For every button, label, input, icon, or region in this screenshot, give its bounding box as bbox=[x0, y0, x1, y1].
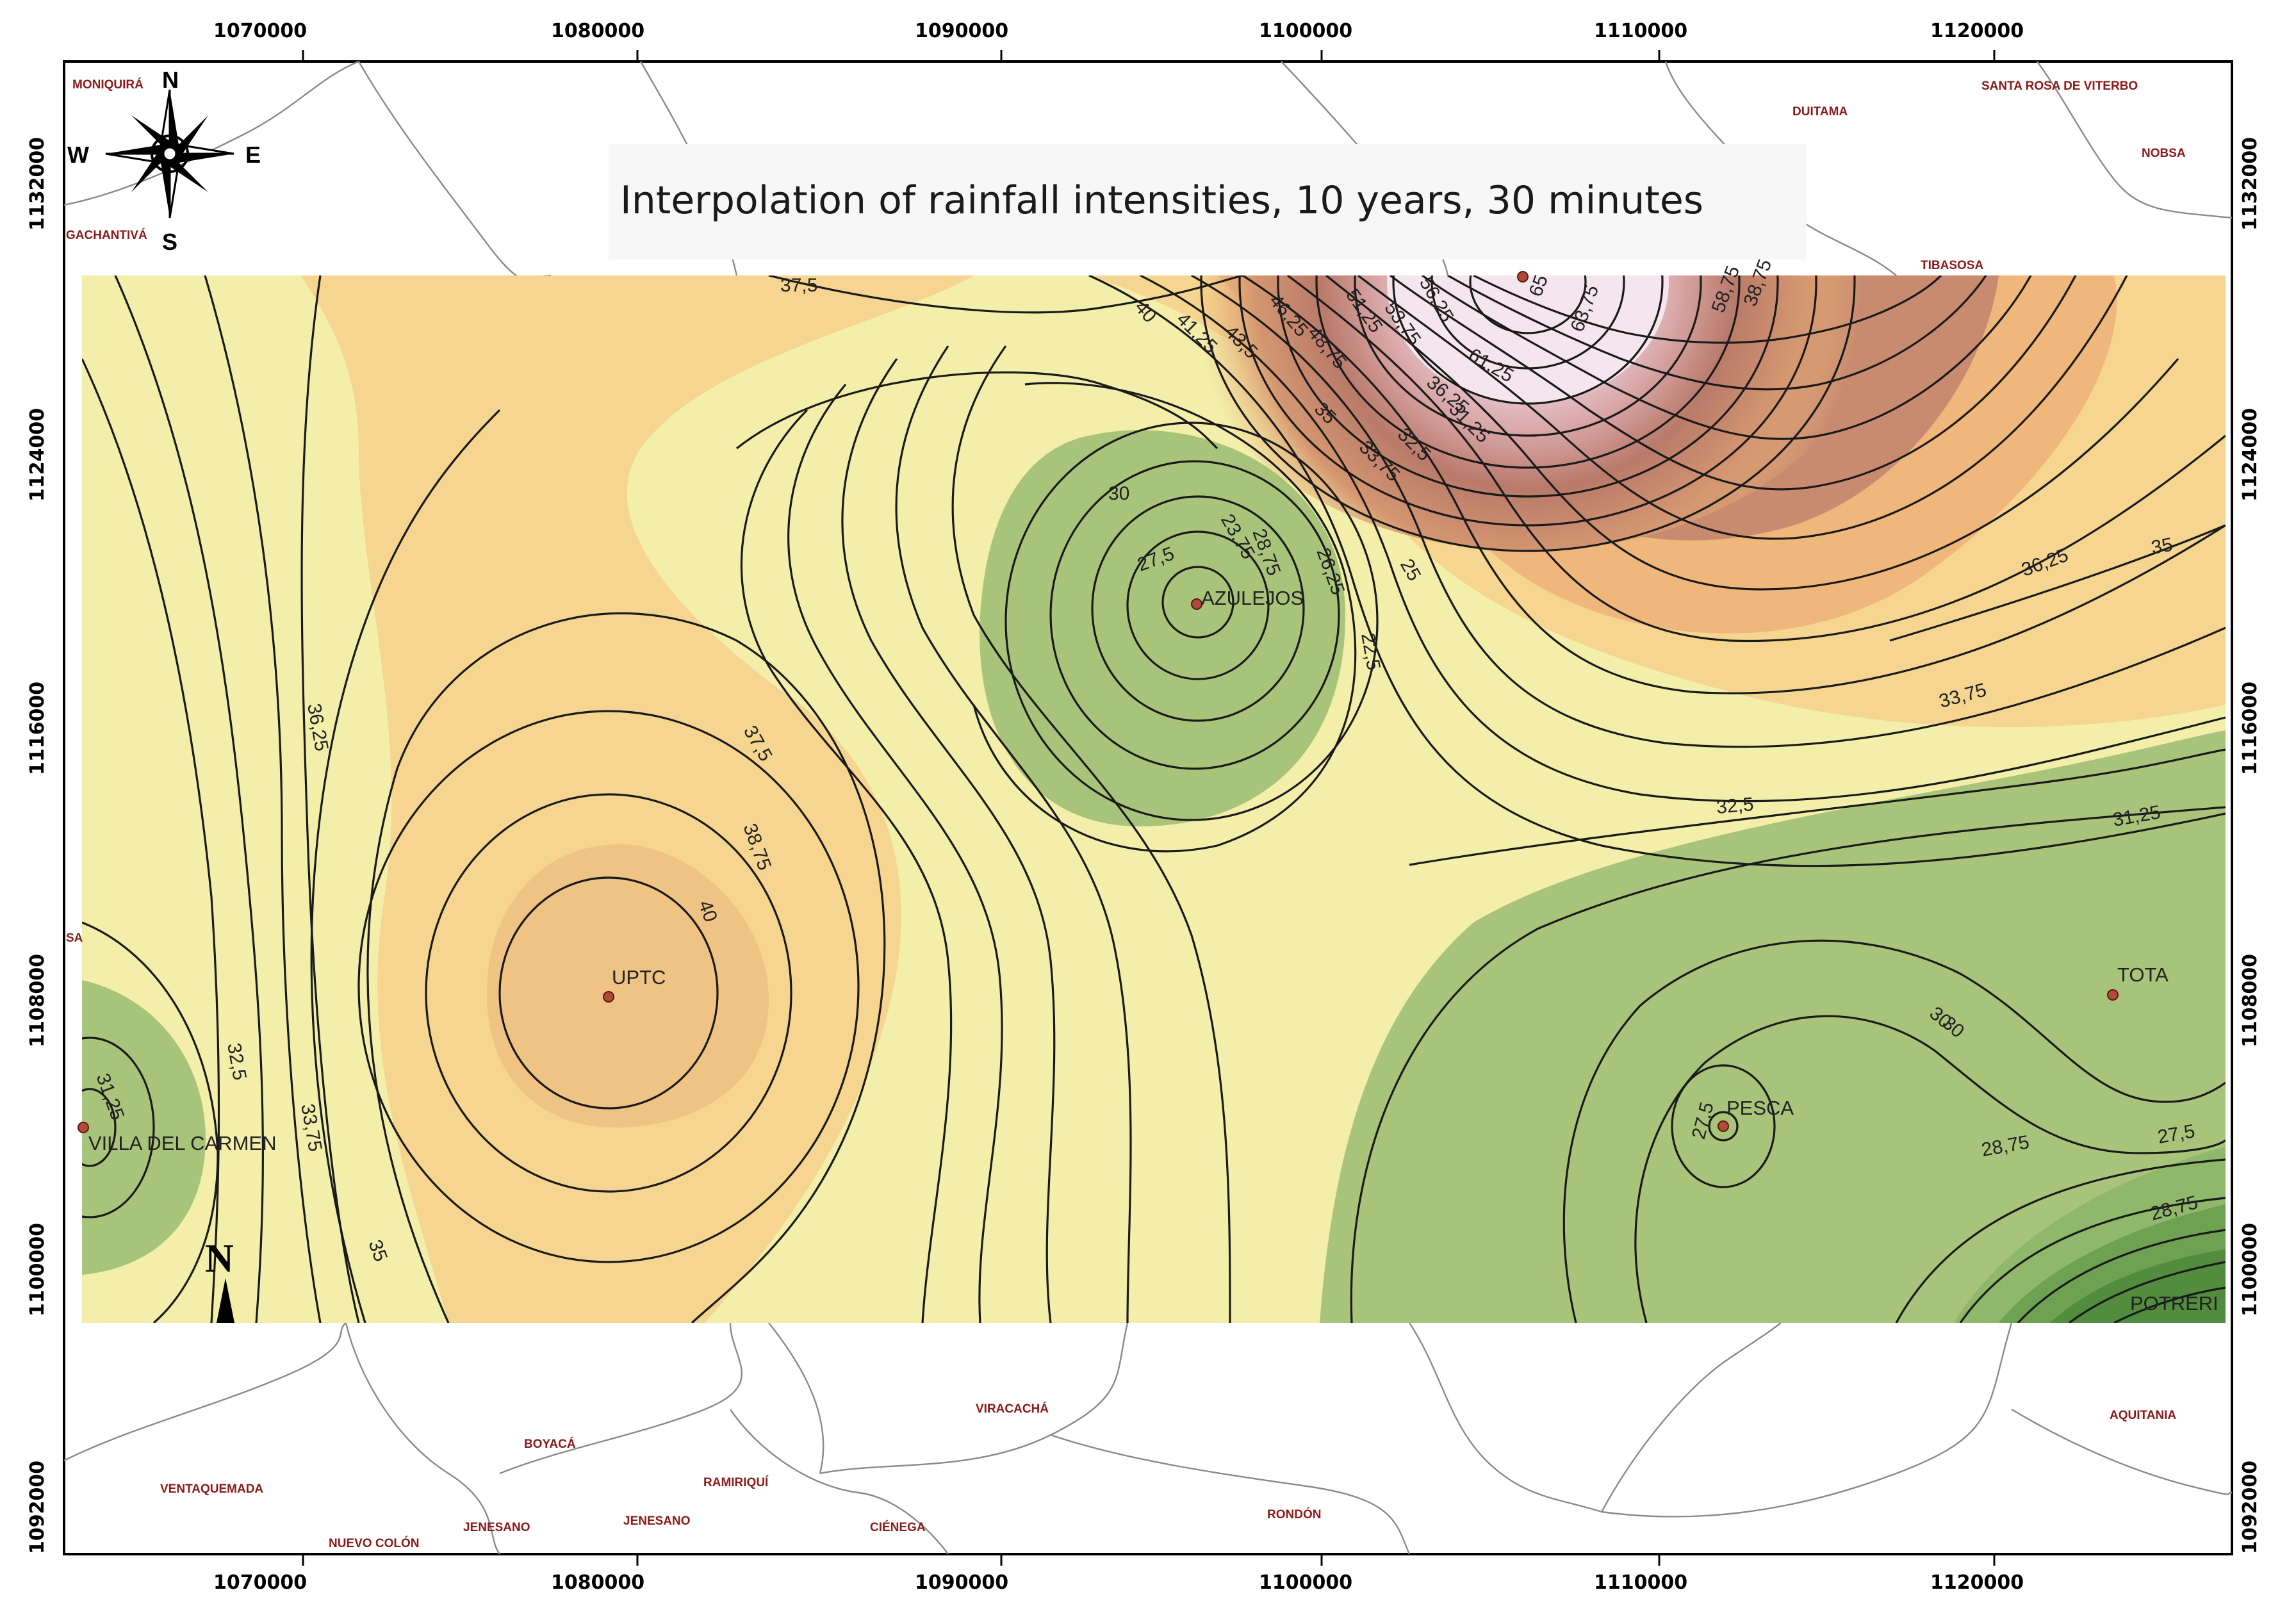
municipality-label: DUITAMA bbox=[1792, 105, 1848, 119]
x-tick-label-top: 1110000 bbox=[1594, 20, 1687, 42]
x-tick-label-bottom: 1100000 bbox=[1259, 1571, 1352, 1594]
x-tick-label-bottom: 1120000 bbox=[1930, 1571, 2024, 1594]
municipality-label: BOYACÁ bbox=[524, 1437, 576, 1451]
station-azulejos[interactable]: AZULEJOS bbox=[1191, 587, 1304, 610]
municipality-label: VIRACACHÁ bbox=[976, 1402, 1049, 1416]
x-tick-label-top: 1120000 bbox=[1930, 20, 2024, 42]
municipality-label: NOBSA bbox=[2142, 147, 2186, 160]
compass-e: E bbox=[245, 142, 261, 168]
municipality-label: RONDÓN bbox=[1267, 1507, 1321, 1521]
y-tick-label-left: 1116000 bbox=[26, 682, 49, 775]
municipality-label: SANTA ROSA DE VITERBO bbox=[1981, 79, 2138, 93]
y-tick-label-left: 1100000 bbox=[26, 1223, 49, 1316]
x-tick-label-top: 1070000 bbox=[213, 20, 307, 42]
x-tick-label-bottom: 1090000 bbox=[915, 1571, 1008, 1594]
contour-lines bbox=[82, 275, 2226, 1323]
municipality-label: JENESANO bbox=[623, 1514, 691, 1528]
municipality-label: CIÉNEGA bbox=[870, 1520, 926, 1534]
y-tick-label-right: 1092000 bbox=[2239, 1461, 2261, 1554]
compass-rose: N S E W bbox=[67, 67, 261, 255]
x-tick-label-bottom: 1080000 bbox=[551, 1571, 644, 1594]
y-axis-left: 1132000 1124000 1116000 1108000 1100000 … bbox=[26, 137, 49, 1554]
x-tick-label-bottom: 1110000 bbox=[1594, 1571, 1687, 1594]
municipality-label: MONIQUIRÁ bbox=[72, 78, 144, 92]
x-axis-bottom: 1070000 1080000 1090000 1100000 1110000 … bbox=[213, 1554, 2024, 1594]
y-axis-right: 1132000 1124000 1116000 1108000 1100000 … bbox=[2239, 137, 2261, 1554]
x-axis-top: 1070000 1080000 1090000 1100000 1110000 … bbox=[213, 20, 2024, 61]
title-text: Interpolation of rainfall intensities, 1… bbox=[620, 178, 1703, 223]
station-tota[interactable]: TOTA bbox=[2107, 963, 2169, 1001]
municipality-label: TIBASOSA bbox=[1921, 259, 1983, 272]
station-villa-del-carmen[interactable]: VILLA DEL CARMEN bbox=[78, 1122, 276, 1154]
y-tick-label-right: 1100000 bbox=[2239, 1223, 2261, 1316]
contour-label: 35 bbox=[2149, 534, 2174, 559]
station-label: AZULEJOS bbox=[1201, 587, 1304, 609]
x-tick-label-top: 1080000 bbox=[551, 20, 644, 42]
y-tick-label-right: 1116000 bbox=[2239, 682, 2261, 775]
y-tick-label-left: 1132000 bbox=[26, 137, 49, 231]
y-tick-label-left: 1092000 bbox=[26, 1461, 49, 1554]
station-pesca[interactable]: PESCA bbox=[1718, 1097, 1794, 1132]
stations: UPTC AZULEJOS VILLA DEL CARMEN PESCA TOT… bbox=[78, 271, 2218, 1315]
y-tick-label-right: 1132000 bbox=[2239, 137, 2261, 231]
compass-s: S bbox=[162, 229, 177, 255]
y-tick-label-right: 1124000 bbox=[2239, 408, 2261, 502]
contour-label: 37,5 bbox=[780, 275, 817, 296]
station-uptc[interactable]: UPTC bbox=[603, 966, 666, 1003]
contour-label: 32,5 bbox=[1716, 794, 1755, 818]
municipal-borders bbox=[63, 60, 2233, 1555]
municipality-label: VENTAQUEMADA bbox=[160, 1482, 263, 1496]
municipality-label: GACHANTIVÁ bbox=[66, 228, 147, 242]
contour-label: 30 bbox=[1108, 483, 1129, 504]
y-tick-label-left: 1108000 bbox=[26, 954, 49, 1047]
municipality-label: AQUITANIA bbox=[2110, 1409, 2176, 1422]
municipality-label: RAMIRIQUÍ bbox=[703, 1475, 769, 1489]
station-label: PESCA bbox=[1726, 1097, 1794, 1119]
north-arrow-letter: N bbox=[205, 1237, 234, 1281]
x-tick-label-top: 1090000 bbox=[915, 20, 1008, 42]
map-title: Interpolation of rainfall intensities, 1… bbox=[609, 144, 1807, 259]
station-potreri[interactable]: POTRERI bbox=[2130, 1292, 2218, 1315]
peak-station-marker bbox=[1517, 271, 1529, 283]
compass-n: N bbox=[162, 67, 179, 93]
compass-w: W bbox=[67, 142, 89, 168]
station-label: POTRERI bbox=[2130, 1292, 2218, 1315]
north-arrow-icon: N bbox=[205, 1237, 234, 1323]
municipality-label: SA bbox=[66, 931, 83, 945]
station-label: VILLA DEL CARMEN bbox=[88, 1132, 276, 1154]
x-tick-label-top: 1100000 bbox=[1259, 20, 1352, 42]
station-label: UPTC bbox=[612, 966, 666, 988]
municipality-labels: MONIQUIRÁ GACHANTIVÁ DUITAMA SANTA ROSA … bbox=[66, 78, 2186, 1550]
station-label: TOTA bbox=[2117, 963, 2169, 986]
municipality-label: NUEVO COLÓN bbox=[329, 1536, 419, 1550]
y-tick-label-left: 1124000 bbox=[26, 408, 49, 502]
x-tick-label-bottom: 1070000 bbox=[213, 1571, 307, 1594]
y-tick-label-right: 1108000 bbox=[2239, 954, 2261, 1047]
municipality-label: JENESANO bbox=[463, 1521, 530, 1534]
